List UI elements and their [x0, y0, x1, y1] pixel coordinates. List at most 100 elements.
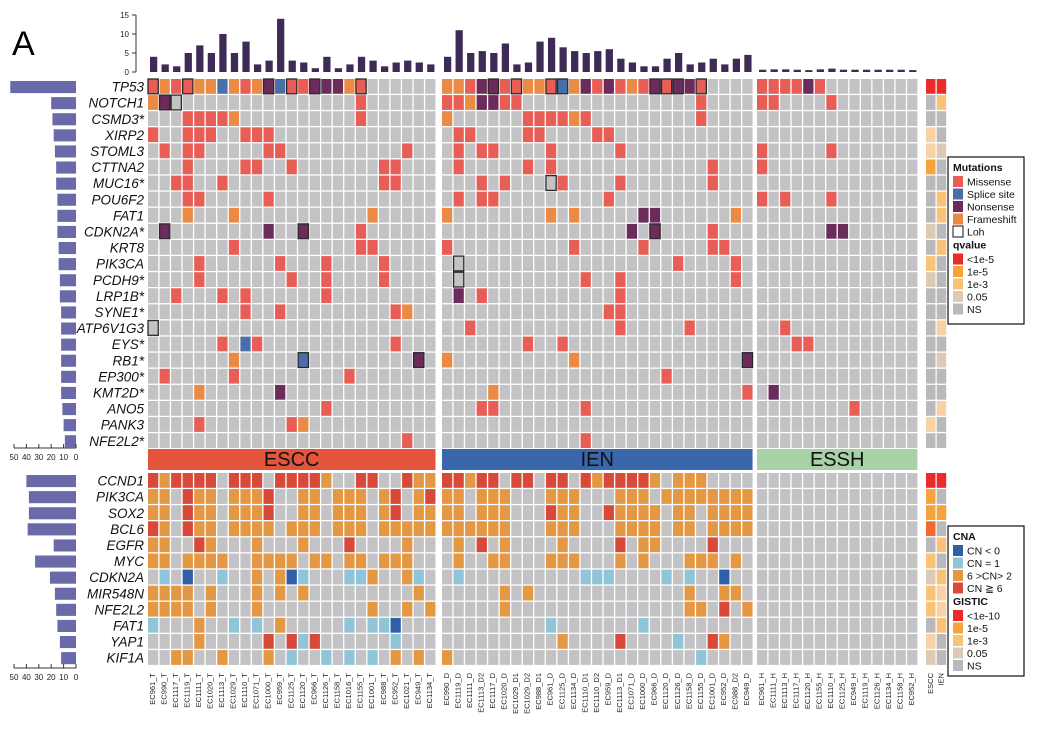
cna-cell [895, 505, 906, 520]
mutation-cell [251, 111, 263, 126]
mutation-cell [557, 433, 568, 448]
mutation-cell [332, 336, 344, 352]
mutation-count-bar [357, 56, 366, 72]
cna-cell [499, 650, 510, 665]
mutation-cell [730, 191, 741, 207]
gene-label: NFE2L2 [94, 602, 144, 617]
mutation-cell [803, 417, 814, 432]
gistic-cell [936, 650, 947, 665]
mutation-cell [465, 111, 476, 126]
mutation-cell [217, 401, 228, 416]
mutation-cell [205, 191, 216, 207]
mutation-cell [465, 159, 476, 175]
cna-cell [603, 617, 614, 633]
cna-cell [545, 617, 557, 633]
cna-cell [425, 537, 436, 553]
mutation-cell [742, 417, 753, 432]
mutation-cell [603, 127, 614, 143]
cna-cell [344, 505, 355, 520]
mutation-cell [849, 272, 860, 287]
sample-label: EC1029_T [229, 673, 238, 709]
mutation-cell [217, 79, 228, 94]
mutation-count-bar [862, 69, 871, 72]
cna-cell [263, 553, 274, 569]
mutation-cell [263, 240, 274, 255]
mutation-cell [730, 352, 741, 368]
mutation-count-bar [288, 60, 296, 72]
cna-cell [849, 617, 860, 633]
mutation-cell [465, 384, 476, 400]
gistic-cell [936, 521, 947, 537]
mutation-cell [592, 304, 603, 320]
mutation-cell [592, 320, 603, 336]
mutation-cell [413, 336, 424, 352]
mutation-cell [171, 79, 182, 94]
gene-label: PANK3 [101, 418, 145, 433]
mutation-cell [379, 111, 390, 126]
mutation-cell [442, 175, 453, 191]
mutation-cell [263, 223, 274, 239]
gene-frequency-bar [28, 491, 77, 504]
cna-cell [465, 505, 476, 520]
mutation-cell [580, 288, 591, 304]
cna-cell [251, 650, 263, 665]
cna-cell [355, 569, 367, 585]
cna-cell [673, 537, 684, 553]
mutation-cell [453, 288, 464, 304]
mutation-cell [545, 240, 557, 255]
mutation-cell [768, 336, 779, 352]
cna-cell [803, 537, 814, 553]
mutation-cell [872, 159, 883, 175]
cna-cell [592, 537, 603, 553]
cna-cell [413, 650, 424, 665]
mutation-count-bar [150, 56, 158, 72]
mutation-cell [545, 127, 557, 143]
mutation-count-bar [828, 68, 836, 72]
legend-swatch [952, 225, 964, 238]
mutation-cell [511, 191, 522, 207]
mutation-cell [803, 272, 814, 287]
mutation-cell [379, 223, 390, 239]
cna-cell [707, 473, 718, 488]
cna-cell [251, 489, 263, 504]
mutation-cell [251, 433, 263, 448]
mutation-cell [684, 191, 695, 207]
mutation-cell [661, 272, 672, 287]
mutation-cell [895, 272, 906, 287]
mutation-cell [649, 191, 661, 207]
cna-cell [603, 553, 614, 569]
mutation-cell [615, 288, 626, 304]
cna-cell [171, 585, 182, 601]
cna-cell [849, 634, 860, 649]
mutation-cell [367, 336, 378, 352]
mutation-cell [286, 143, 297, 159]
mutation-cell [757, 320, 768, 336]
cna-cell [251, 634, 263, 649]
cna-cell [442, 521, 453, 537]
sample-label: EC961_T [148, 673, 157, 705]
legend-swatch [953, 213, 963, 225]
mutation-cell [321, 159, 332, 175]
sample-label: EC1158_T [333, 673, 342, 709]
mutation-cell [499, 433, 510, 448]
mutation-cell [719, 223, 730, 239]
mutation-cell [626, 401, 638, 416]
mutation-cell [413, 320, 424, 336]
mutation-cell [673, 159, 684, 175]
mutation-cell [615, 240, 626, 255]
mutation-cell [390, 433, 401, 448]
legend-swatch [953, 201, 963, 212]
mutation-cell [814, 384, 825, 400]
mutation-cell [522, 256, 534, 271]
mutation-cell [228, 191, 240, 207]
mutation-cell [148, 433, 159, 448]
left-axis-tick-label: 0 [74, 453, 79, 462]
mutation-cell [742, 143, 753, 159]
cna-cell [228, 650, 240, 665]
mutation-cell [696, 384, 707, 400]
cna-cell [182, 537, 193, 553]
mutation-cell [379, 79, 390, 94]
mutation-cell [719, 272, 730, 287]
mutation-cell [402, 320, 413, 336]
cna-cell [425, 553, 436, 569]
